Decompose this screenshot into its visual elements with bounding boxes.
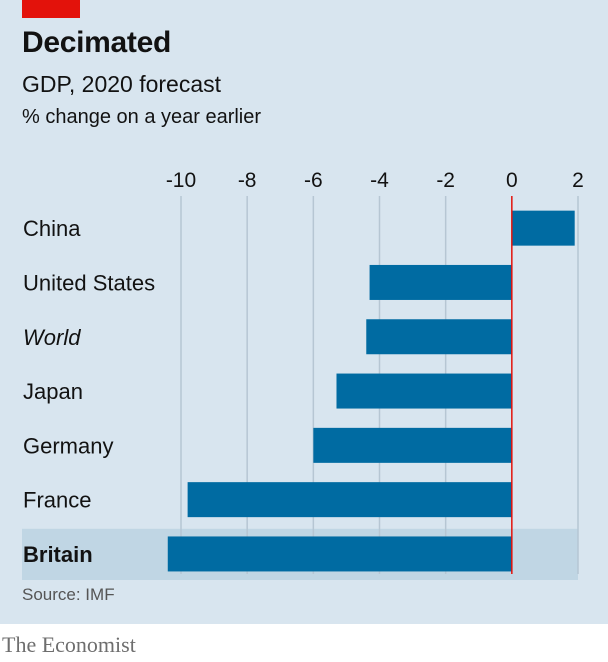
x-tick-label: -6: [304, 169, 323, 192]
bar-britain: [167, 536, 512, 572]
x-tick-label: 0: [506, 169, 518, 192]
x-tick-label: -8: [238, 169, 257, 192]
category-label: China: [23, 216, 81, 241]
x-tick-label: -10: [166, 169, 196, 192]
bar-world: [366, 319, 512, 355]
publisher-logo: The Economist: [2, 632, 136, 657]
category-label: World: [23, 325, 81, 350]
bar-france: [187, 482, 512, 518]
chart-panel: Decimated GDP, 2020 forecast % change on…: [0, 0, 608, 624]
bar-chart: -10 -8 -6 -4 -2 0 2 China United States World Jap…: [22, 169, 584, 580]
x-tick-label: 2: [572, 169, 584, 192]
chart-units: % change on a year earlier: [22, 106, 262, 128]
source-note: Source: IMF: [22, 585, 115, 604]
bar-germany: [313, 427, 512, 463]
category-label: Britain: [23, 542, 93, 567]
category-label: United States: [23, 270, 155, 295]
category-label: France: [23, 488, 91, 513]
bar-united-states: [369, 264, 512, 300]
x-tick-label: -2: [436, 169, 455, 192]
chart-subtitle: GDP, 2020 forecast: [22, 71, 222, 97]
bar-japan: [336, 373, 512, 409]
category-label: Germany: [23, 433, 113, 458]
category-label: Japan: [23, 379, 83, 404]
x-tick-label: -4: [370, 169, 389, 192]
brand-tag: [22, 0, 80, 18]
bar-china: [511, 210, 575, 246]
chart-title: Decimated: [22, 26, 172, 59]
